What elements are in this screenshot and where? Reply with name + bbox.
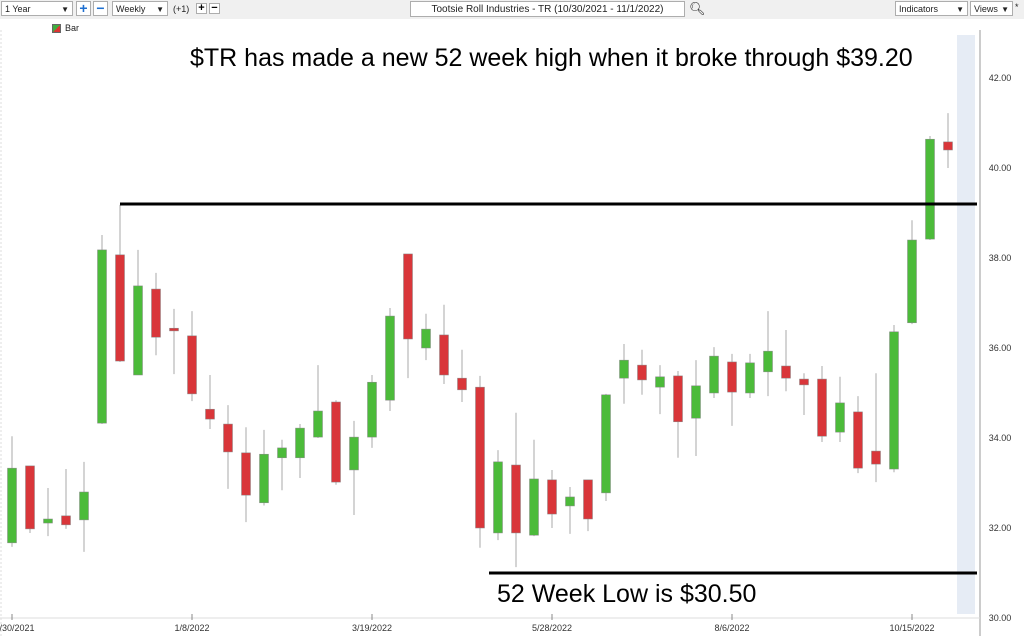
candle-body <box>925 138 935 240</box>
offset-plus-button[interactable]: + <box>196 3 207 14</box>
candle-body <box>547 479 557 515</box>
candle-body <box>817 378 827 437</box>
candle-body <box>475 386 485 529</box>
candle-body <box>187 335 197 395</box>
candle-body <box>727 361 737 393</box>
candle-body <box>781 365 791 379</box>
y-tick-label: 38.00 <box>989 253 1012 263</box>
future-band <box>957 35 975 614</box>
candle-body <box>493 461 503 534</box>
chevron-down-icon: ▼ <box>61 5 69 14</box>
x-tick-label: 5/28/2022 <box>532 623 572 633</box>
candle-body <box>889 331 899 470</box>
candle-body <box>61 515 71 526</box>
legend-label: Bar <box>65 23 80 33</box>
range-value: 1 Year <box>5 4 31 14</box>
candle-body <box>799 378 809 386</box>
y-tick-label: 34.00 <box>989 433 1012 443</box>
chevron-down-icon: ▼ <box>1001 5 1009 14</box>
candle-body <box>457 377 467 391</box>
toolbar: 1 Year ▼ + − Weekly ▼ (+1) + − Tootsie Rol… <box>0 0 1024 19</box>
candle-body <box>331 401 341 483</box>
candle-body <box>421 328 431 349</box>
candle-body <box>709 355 719 394</box>
zoom-in-button[interactable]: + <box>76 1 91 16</box>
interval-value: Weekly <box>116 4 146 14</box>
candle-body <box>403 253 413 340</box>
legend: Bar <box>52 23 79 33</box>
x-tick-label: 10/15/2022 <box>889 623 934 633</box>
candle-body <box>385 315 395 401</box>
candle-body <box>655 376 665 388</box>
chevron-down-icon: ▼ <box>956 5 964 14</box>
candle-body <box>637 364 647 381</box>
candle-body <box>205 408 215 420</box>
zoom-out-button[interactable]: − <box>93 1 108 16</box>
candle-body <box>277 447 287 459</box>
indicators-dropdown[interactable]: Indicators ▼ <box>895 1 968 16</box>
y-tick-label: 42.00 <box>989 73 1012 83</box>
x-tick-label: 8/6/2022 <box>714 623 749 633</box>
candle-body <box>241 452 251 496</box>
candle-body <box>853 411 863 469</box>
x-tick-label: 3/19/2022 <box>352 623 392 633</box>
candle-body <box>439 334 449 376</box>
candle-body <box>97 249 107 424</box>
candle-body <box>745 362 755 394</box>
views-label: Views <box>974 4 998 14</box>
candle-body <box>601 394 611 494</box>
modified-indicator: * <box>1015 2 1019 12</box>
y-tick-label: 36.00 <box>989 343 1012 353</box>
x-tick-label: 1/8/2022 <box>174 623 209 633</box>
candle-body <box>367 381 377 438</box>
x-tick-label: 10/30/2021 <box>0 623 35 633</box>
candle-body <box>511 464 521 534</box>
candle-body <box>295 427 305 459</box>
candle-body <box>943 141 953 151</box>
candle-body <box>835 402 845 433</box>
candle-body <box>907 239 917 324</box>
candle-body <box>583 479 593 520</box>
candle-body <box>43 518 53 524</box>
candle-body <box>133 285 143 376</box>
high-annotation: $TR has made a new 52 week high when it … <box>190 44 913 72</box>
views-dropdown[interactable]: Views ▼ <box>970 1 1013 16</box>
range-select[interactable]: 1 Year ▼ <box>1 1 73 16</box>
symbol-title-field[interactable]: Tootsie Roll Industries - TR (10/30/2021… <box>410 1 685 17</box>
candle-body <box>169 327 179 332</box>
y-tick-label: 30.00 <box>989 613 1012 623</box>
offset-label: (+1) <box>173 4 190 14</box>
candle-body <box>673 375 683 423</box>
candle-body <box>223 423 233 453</box>
candle-body <box>691 385 701 419</box>
candle-body <box>565 496 575 507</box>
candle-body <box>349 436 359 471</box>
chevron-down-icon: ▼ <box>156 5 164 14</box>
interval-select[interactable]: Weekly ▼ <box>112 1 168 16</box>
search-icon[interactable]: 🔍︎ <box>689 1 706 16</box>
candle-body <box>7 467 17 544</box>
candle-body <box>25 465 35 530</box>
offset-minus-button[interactable]: − <box>209 3 220 14</box>
low-annotation: 52 Week Low is $30.50 <box>497 580 757 608</box>
candle-body <box>313 410 323 438</box>
bar-legend-swatch <box>52 23 61 33</box>
candle-body <box>79 491 89 521</box>
y-tick-label: 32.00 <box>989 523 1012 533</box>
candle-body <box>763 350 773 373</box>
candle-body <box>619 359 629 379</box>
candle-body <box>259 453 269 504</box>
candle-body <box>115 254 125 362</box>
y-tick-label: 40.00 <box>989 163 1012 173</box>
candle-body <box>871 450 881 465</box>
indicators-label: Indicators <box>899 4 939 14</box>
candle-body <box>529 478 539 536</box>
candle-body <box>151 288 161 338</box>
